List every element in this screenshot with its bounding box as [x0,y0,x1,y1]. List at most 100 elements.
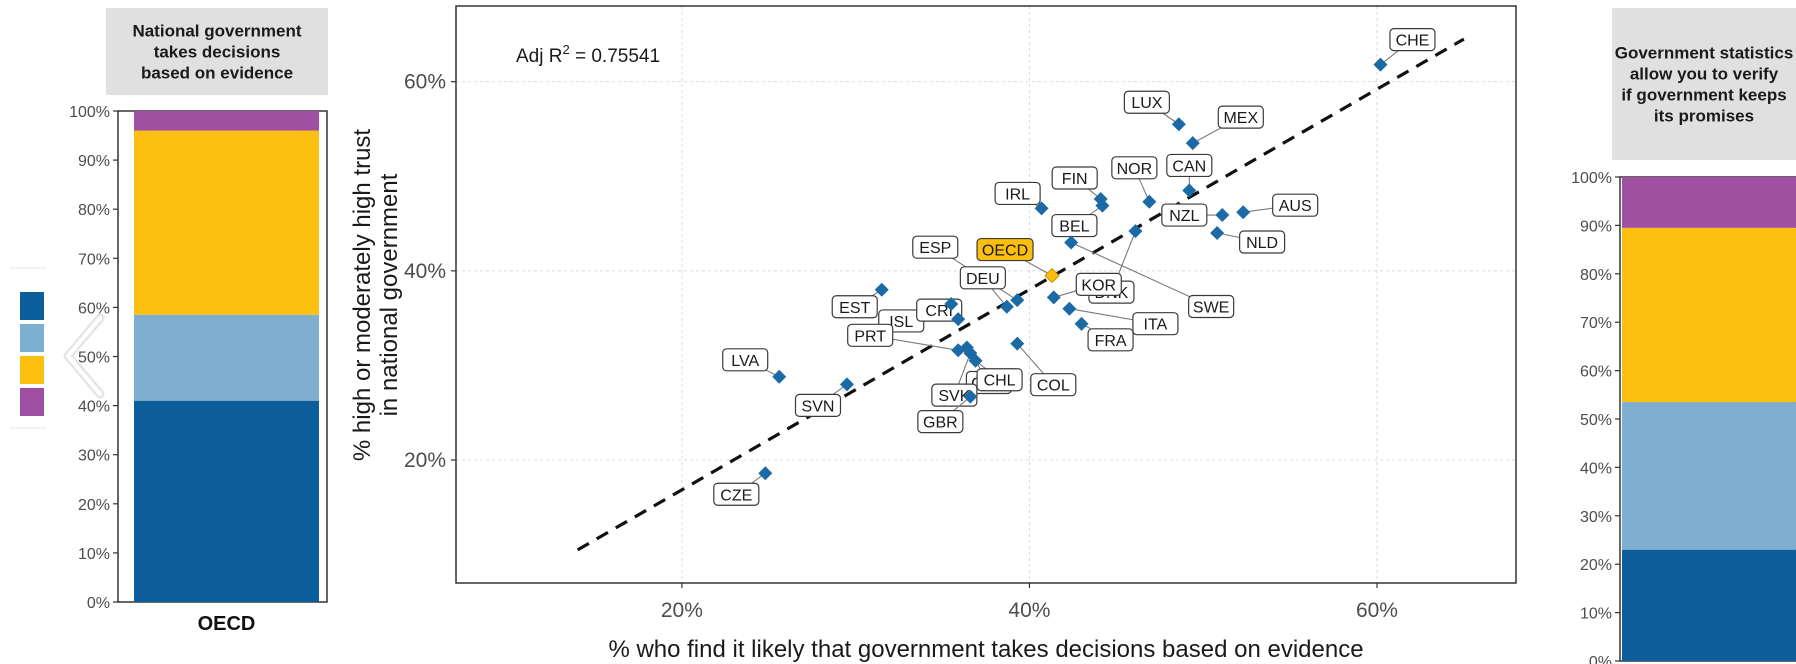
point-label: ISL [889,314,913,331]
point-label: SVK [938,388,970,405]
legend [10,267,46,429]
point-label-box [1272,193,1319,217]
panel-title-line: based on evidence [141,64,293,83]
point-label-box [1075,272,1122,296]
panel-title-line: Government statistics [1615,44,1794,63]
point-label: NOR [1117,161,1153,178]
y-tick-label: 100% [1571,170,1612,187]
data-point [1044,267,1060,284]
point-label: AUS [1279,198,1312,215]
point-label-box [1111,156,1158,180]
chevron-left-icon[interactable] [63,313,105,399]
data-point [1373,57,1388,72]
r-squared-prefix: Adj R [516,46,562,67]
panel-title-line: if government keeps [1621,86,1786,105]
data-points [758,57,1388,481]
point-label: PRT [854,328,886,345]
point-label-box [1123,90,1170,114]
data-point [1095,198,1110,213]
plot-background [456,6,1516,583]
point-label: CZE [720,487,752,504]
data-point [1142,194,1157,209]
y-tick-label: 80% [78,202,110,219]
panel-header [106,8,328,95]
data-point [839,377,854,392]
y-axis-title-line: % high or moderately high trust [349,129,376,462]
y-tick-label: 10% [1580,606,1612,623]
point-label-box [1132,312,1179,336]
y-tick-label: 20% [78,497,110,514]
y-tick-label: 50% [78,350,110,367]
legend-swatch [20,388,44,416]
point-label: CHL [984,373,1016,390]
point-label-box [831,295,878,319]
r-squared-sup: 2 [562,42,569,57]
legend-swatch [20,292,44,320]
point-label: BEL [1059,219,1089,236]
point-label: CAN [1172,158,1206,175]
r-squared-annotation: Adj R2 = 0.75541 [516,42,660,67]
point-label: COL [1037,378,1070,395]
data-point [1128,224,1143,239]
data-point [951,312,966,327]
point-label: NLD [1246,235,1278,252]
data-point [1046,290,1061,305]
data-point [1074,316,1089,331]
point-label-box [912,235,959,259]
y-tick-label: 0% [1589,654,1612,664]
y-tick-label: 20% [1580,557,1612,574]
data-point [951,343,966,358]
point-label-box [847,323,894,347]
point-label-box [1051,213,1098,238]
point-label-box [1389,28,1436,52]
point-label-box [1239,230,1286,254]
y-axis-title: % high or moderately high trustin nation… [349,129,403,462]
y-tick-label: 20% [404,449,446,472]
point-label-box [976,368,1023,392]
y-tick-label: 80% [1580,267,1612,284]
point-label-box [1161,203,1208,227]
data-point [1236,205,1251,220]
y-tick-label: 0% [87,595,110,612]
point-label-box [722,348,769,372]
bar-segment [134,400,319,602]
r-squared-value: = 0.75541 [570,46,660,67]
legend-swatch [20,324,44,352]
panel-title-line: allow you to verify [1630,65,1779,84]
y-tick-label: 10% [78,546,110,563]
point-label: EST [839,300,870,317]
bar-segment [1622,177,1796,228]
legend-swatch [20,356,44,384]
panel-title-line: its promises [1654,107,1754,126]
data-point [1064,235,1079,250]
point-label: GBR [923,415,958,432]
data-point [1215,208,1230,223]
panel-title-line: National government [132,22,301,41]
bar-segment [134,314,319,401]
bar-segment [1622,402,1796,550]
bar-segment [134,111,319,131]
left-bar-panel: National government takes decisions based … [69,8,328,635]
y-tick-label: 100% [69,104,110,121]
data-point [963,389,978,404]
x-tick-label: 20% [661,599,703,622]
data-point [944,296,959,311]
point-label: IRL [1005,186,1030,203]
point-label: MEX [1223,110,1258,127]
y-tick-label: 50% [1580,412,1612,429]
point-label-box [713,482,760,506]
point-label-box [1051,166,1098,190]
y-tick-label: 30% [78,448,110,465]
point-label: SVN [802,398,835,415]
bar-segment [1622,549,1796,661]
panel-title-line: takes decisions [154,43,281,62]
bar-segment [134,130,319,315]
point-label-box [959,266,1006,290]
point-label: CHE [1396,33,1430,50]
point-label: LUX [1131,95,1162,112]
y-tick-label: 60% [78,300,110,317]
point-label: KOR [1081,277,1116,294]
data-point [1185,136,1200,151]
point-label: CRI [925,303,953,320]
